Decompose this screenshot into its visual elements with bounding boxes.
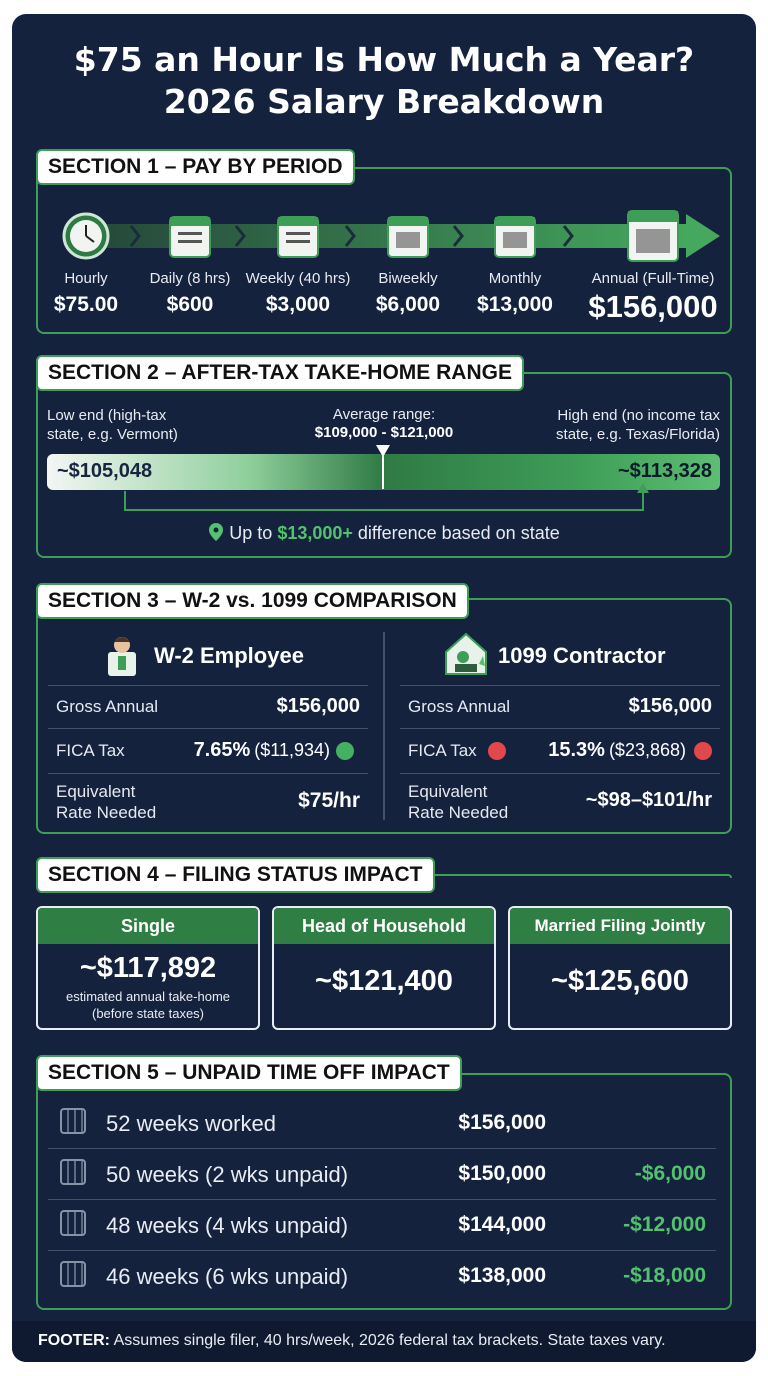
period-amount: $13,000 [477,293,553,316]
period-amount: $6,000 [375,293,441,316]
column-heading: 1099 Contractor [498,643,666,668]
calendar-icon [60,1261,86,1287]
timeline-graphic [62,210,720,262]
period-amount: $75.00 [53,293,119,316]
card-value: ~$125,600 [551,965,689,997]
section-title: SECTION 2 – AFTER-TAX TAKE-HOME RANGE [36,355,524,391]
period-label: Annual (Full-Time) [591,270,715,287]
employee-icon [108,637,136,676]
row-difference: -$18,000 [623,1264,706,1287]
section-title: SECTION 4 – FILING STATUS IMPACT [36,857,435,893]
card-header: Single [38,908,258,944]
row-value: 15.3% ($23,868) [400,739,686,762]
status-icon [336,742,354,760]
row-label: 46 weeks (6 wks unpaid) [106,1264,349,1289]
row-label: 48 weeks (4 wks unpaid) [106,1213,349,1238]
low-label: Low end (high-tax state, e.g. Vermont) [47,407,178,443]
section-title: SECTION 5 – UNPAID TIME OFF IMPACT [36,1055,462,1091]
row-separator [48,1250,716,1251]
row-separator [48,1148,716,1149]
row-value: $156,000 [276,695,360,717]
pin-icon [209,523,224,541]
note-text: Up to [229,523,273,543]
fica-rate: 7.65% [193,739,251,761]
note-highlight: $13,000+ [277,523,353,543]
row-separator [400,685,720,686]
row-amount: $150,000 [458,1162,546,1185]
row-separator [48,685,368,686]
footer-band [12,1321,756,1362]
title: $75 an Hour Is How Much a Year? [73,40,695,79]
column-heading: W-2 Employee [154,643,304,668]
row-label: Gross Annual [408,697,511,716]
divider [383,632,385,820]
row-separator [400,773,720,774]
row-label: FICA Tax [56,741,125,760]
footer-text: Assumes single filer, 40 hrs/week, 2026 … [113,1332,666,1349]
row-difference: -$12,000 [623,1213,706,1236]
status-icon [488,742,506,760]
row-difference: -$6,000 [634,1162,706,1185]
row-amount: $144,000 [458,1213,546,1236]
row-value: 7.65% ($11,934) [48,739,330,762]
average-range: $109,000 - $121,000 [314,424,454,441]
fica-amount: ($23,868) [608,740,686,760]
period-amount: $3,000 [265,293,331,316]
footer: FOOTER: Assumes single filer, 40 hrs/wee… [38,1332,666,1350]
row-label: FICA Tax [408,741,477,760]
high-value: ~$113,328 [618,460,712,482]
section-title: SECTION 3 – W-2 vs. 1099 COMPARISON [36,583,469,619]
average-label: Average range: [332,406,436,423]
filing-card: Married Filing Jointly ~$125,600 [508,906,732,1030]
row-separator [400,728,720,729]
filing-card: Single ~$117,892 estimated annual take-hom… [36,906,260,1030]
section-title: SECTION 1 – PAY BY PERIOD [36,149,355,185]
period-label: Hourly [64,270,108,287]
fica-rate: 15.3% [548,739,605,761]
period-amount: $600 [166,293,214,316]
row-value: $156,000 [628,695,712,717]
period-label: Weekly (40 hrs) [245,270,351,287]
state-note: Up to $13,000+ difference based on state [0,522,768,544]
card-value: ~$117,892 [79,952,217,984]
row-amount: $138,000 [458,1264,546,1287]
calendar-icon [60,1159,86,1185]
row-value: $75/hr [298,789,360,812]
row-separator [48,773,368,774]
period-label: Daily (8 hrs) [149,270,231,287]
calendar-icon [60,1210,86,1236]
period-amount: $156,000 [588,289,718,324]
high-label: High end (no income tax state, e.g. Texa… [556,407,720,443]
status-icon [694,742,712,760]
title: 2026 Salary Breakdown [163,82,605,121]
row-label: Equivalent Rate Needed [56,782,157,822]
row-value: ~$98–$101/hr [585,789,712,811]
row-label: Gross Annual [56,697,159,716]
row-label: Equivalent Rate Needed [408,782,509,822]
calendar-icon [60,1108,86,1134]
range-connector [124,445,649,511]
card-note: estimated annual take-home (before state… [65,989,231,1021]
row-label: 50 weeks (2 wks unpaid) [106,1162,349,1187]
row-amount: $156,000 [458,1111,546,1134]
fica-amount: ($11,934) [254,740,330,760]
period-label: Biweekly [378,270,438,287]
card-header: Head of Household [274,908,494,944]
card-header: Married Filing Jointly [510,908,730,944]
section-box [36,167,732,334]
filing-card: Head of Household ~$121,400 [272,906,496,1030]
note-text: difference based on state [357,523,560,543]
period-label: Monthly [488,270,542,287]
row-separator [48,728,368,729]
card-value: ~$121,400 [315,965,453,997]
row-label: 52 weeks worked [106,1111,276,1136]
row-separator [48,1199,716,1200]
contractor-icon [445,632,487,675]
low-value: ~$105,048 [57,460,153,482]
footer-label: FOOTER: [38,1332,110,1349]
